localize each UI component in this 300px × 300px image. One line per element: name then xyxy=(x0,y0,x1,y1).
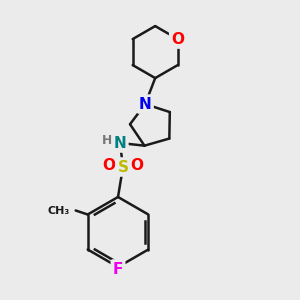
Text: N: N xyxy=(114,136,126,151)
Text: N: N xyxy=(139,97,152,112)
Text: F: F xyxy=(113,262,123,277)
Text: O: O xyxy=(103,158,116,173)
Text: O: O xyxy=(130,158,143,173)
Text: CH₃: CH₃ xyxy=(47,206,70,215)
Text: O: O xyxy=(171,32,184,46)
Text: S: S xyxy=(118,160,128,175)
Text: H: H xyxy=(102,134,112,146)
